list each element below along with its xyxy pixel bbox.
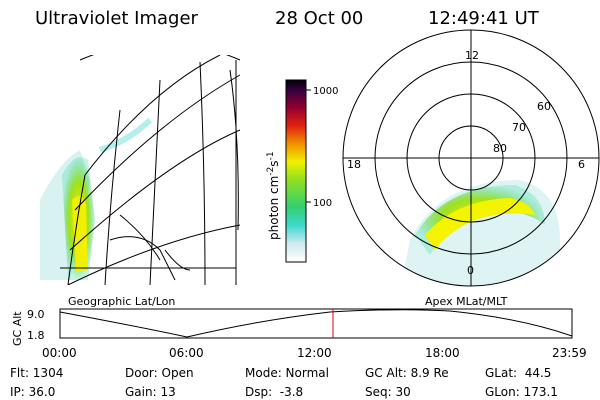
info-panel: Flt: 1304 IP: 36.0 Door: Open Gain: 13 Mode:… <box>10 366 558 399</box>
colorbar-tick: 100 <box>313 198 332 209</box>
info-field: Gain: 13 <box>125 385 176 399</box>
unit-exp: -1 <box>266 151 276 160</box>
mlt-label: 6 <box>578 158 585 171</box>
date: 28 Oct 00 <box>275 8 363 29</box>
altitude-curve <box>59 309 573 338</box>
lat-label: 80 <box>493 142 507 155</box>
altitude-box <box>59 308 573 339</box>
colorbar <box>285 79 307 263</box>
unit-exp: -2 <box>266 167 276 176</box>
lat-label: 70 <box>512 121 526 134</box>
mlt-label: 18 <box>347 158 361 171</box>
info-field: GLat: 44.5 <box>485 366 551 380</box>
time-tick: 00:00 <box>42 346 77 360</box>
time-tick: 06:00 <box>169 346 204 360</box>
mlt-label: 12 <box>465 49 479 62</box>
altitude-tick: 1.8 <box>27 329 45 342</box>
time-tick: 23:59 <box>552 346 587 360</box>
info-field: Dsp: -3.8 <box>245 385 303 399</box>
lat-label: 60 <box>537 100 551 113</box>
panel-label: Geographic Lat/Lon <box>68 295 175 308</box>
colorbar-unit: photon cm-2s-1 <box>266 151 281 240</box>
panel-label: Apex MLat/MLT <box>425 295 508 308</box>
unit-part: s <box>267 160 281 166</box>
polar-image <box>400 180 560 286</box>
time: 12:49:41 UT <box>428 8 540 29</box>
unit-part: photon cm <box>267 176 281 240</box>
time-tick: 18:00 <box>425 346 460 360</box>
info-field: GC Alt: 8.9 Re <box>365 366 449 380</box>
info-field: GLon: 173.1 <box>485 385 558 399</box>
instrument: Ultraviolet Imager <box>35 8 199 29</box>
info-field: IP: 36.0 <box>10 385 55 399</box>
colorbar-tick: 1000 <box>313 86 338 97</box>
geo-map <box>40 55 241 285</box>
time-tick: 12:00 <box>297 346 332 360</box>
info-field: Door: Open <box>125 366 194 380</box>
polar-grid <box>342 29 600 287</box>
mlt-label: 0 <box>467 264 474 277</box>
info-field: Seq: 30 <box>365 385 411 399</box>
info-field: Mode: Normal <box>245 366 329 380</box>
altitude-tick: 9.0 <box>27 308 45 321</box>
info-field: Flt: 1304 <box>10 366 63 380</box>
altitude-label: GC Alt <box>11 311 24 346</box>
